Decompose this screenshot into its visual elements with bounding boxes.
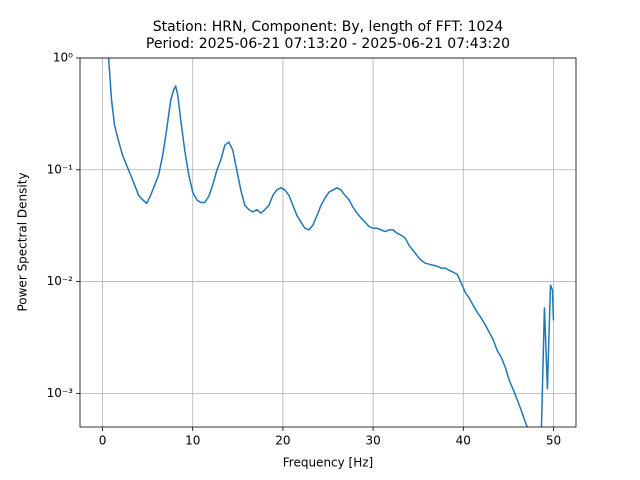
x-tick-label: 30: [365, 434, 380, 448]
x-tick-label: 50: [546, 434, 561, 448]
x-tick-label: 0: [99, 434, 107, 448]
y-tick-label: 10⁻³: [47, 386, 74, 400]
x-tick-label: 10: [185, 434, 200, 448]
y-tick-label: 10⁰: [53, 51, 73, 65]
y-tick-label: 10⁻¹: [47, 162, 74, 176]
plot-frame: [79, 57, 577, 428]
chart-title: Station: HRN, Component: By, length of F…: [153, 19, 504, 35]
x-tick-label: 40: [456, 434, 471, 448]
data-line: [107, 58, 555, 427]
chart-subtitle: Period: 2025-06-21 07:13:20 - 2025-06-21…: [146, 36, 510, 52]
x-tick-label: 20: [275, 434, 290, 448]
y-tick-label: 10⁻²: [47, 274, 74, 288]
x-axis-label: Frequency [Hz]: [283, 456, 374, 470]
y-axis-label: Power Spectral Density: [16, 172, 30, 311]
